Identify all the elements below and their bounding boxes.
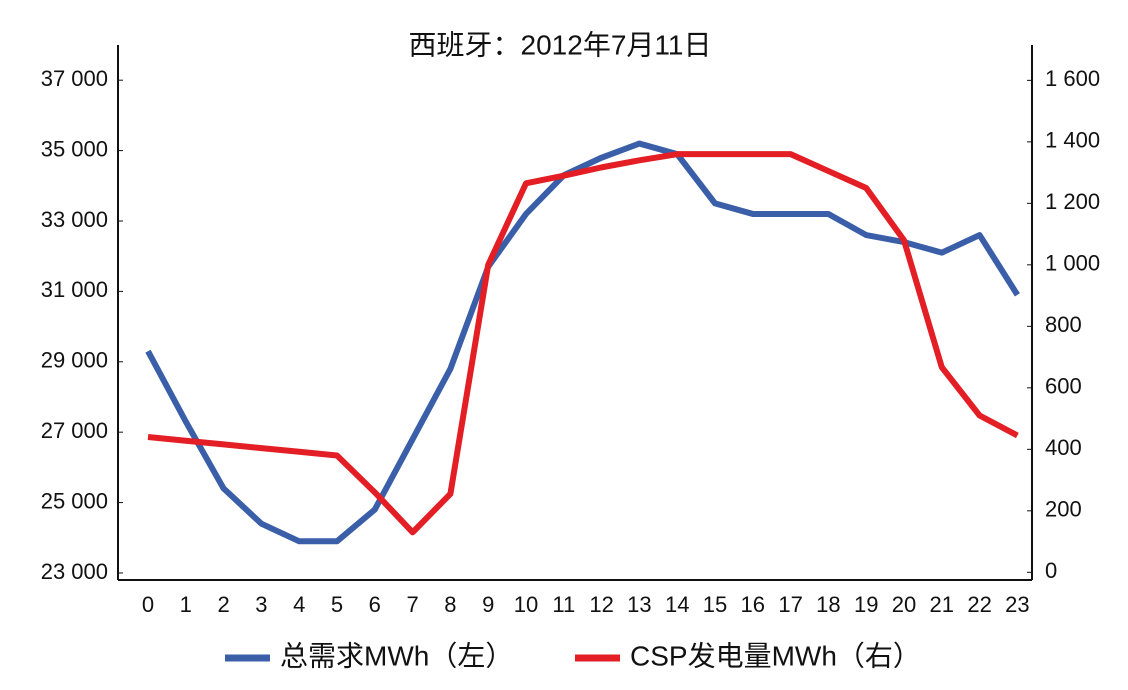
x-tick-label: 8 (444, 592, 456, 617)
chart-title: 西班牙：2012年7月11日 (409, 29, 712, 60)
y-tick-label: 33 000 (41, 207, 108, 232)
x-tick-label: 14 (665, 592, 689, 617)
x-tick-label: 9 (482, 592, 494, 617)
y2-tick-label: 1 600 (1045, 66, 1100, 91)
y2-tick-label: 600 (1045, 374, 1082, 399)
y-tick-label: 23 000 (41, 559, 108, 584)
x-tick-label: 12 (589, 592, 613, 617)
y-tick-label: 35 000 (41, 136, 108, 161)
x-tick-label: 15 (703, 592, 727, 617)
y2-tick-label: 400 (1045, 435, 1082, 460)
x-tick-label: 19 (854, 592, 878, 617)
x-tick-label: 3 (255, 592, 267, 617)
x-tick-label: 17 (778, 592, 802, 617)
y-tick-label: 37 000 (41, 66, 108, 91)
y2-tick-label: 200 (1045, 497, 1082, 522)
x-tick-label: 11 (552, 592, 575, 617)
x-tick-label: 21 (930, 592, 954, 617)
series-line (145, 140, 1020, 545)
y2-tick-label: 1 000 (1045, 251, 1100, 276)
y-tick-label: 29 000 (41, 348, 108, 373)
x-tick-label: 2 (217, 592, 229, 617)
x-tick-label: 20 (892, 592, 916, 617)
y2-tick-label: 1 200 (1045, 189, 1100, 214)
x-tick-label: 10 (514, 592, 538, 617)
y2-tick-label: 0 (1045, 558, 1057, 583)
x-tick-label: 7 (406, 592, 418, 617)
series-line (147, 151, 1019, 536)
legend-label: 总需求MWh（左） (280, 640, 513, 671)
x-tick-label: 18 (816, 592, 840, 617)
y-tick-label: 25 000 (41, 488, 108, 513)
y2-tick-label: 800 (1045, 312, 1082, 337)
x-tick-label: 0 (142, 592, 154, 617)
x-tick-label: 6 (369, 592, 381, 617)
x-tick-label: 5 (331, 592, 343, 617)
x-tick-label: 16 (741, 592, 765, 617)
x-tick-label: 13 (627, 592, 651, 617)
y-tick-label: 27 000 (41, 418, 108, 443)
x-tick-label: 22 (967, 592, 991, 617)
legend-label: CSP发电量MWh（右） (630, 640, 921, 671)
x-tick-label: 4 (293, 592, 305, 617)
y-tick-label: 31 000 (41, 277, 108, 302)
x-tick-label: 23 (1005, 592, 1029, 617)
y2-tick-label: 1 400 (1045, 128, 1100, 153)
x-tick-label: 1 (180, 592, 192, 617)
